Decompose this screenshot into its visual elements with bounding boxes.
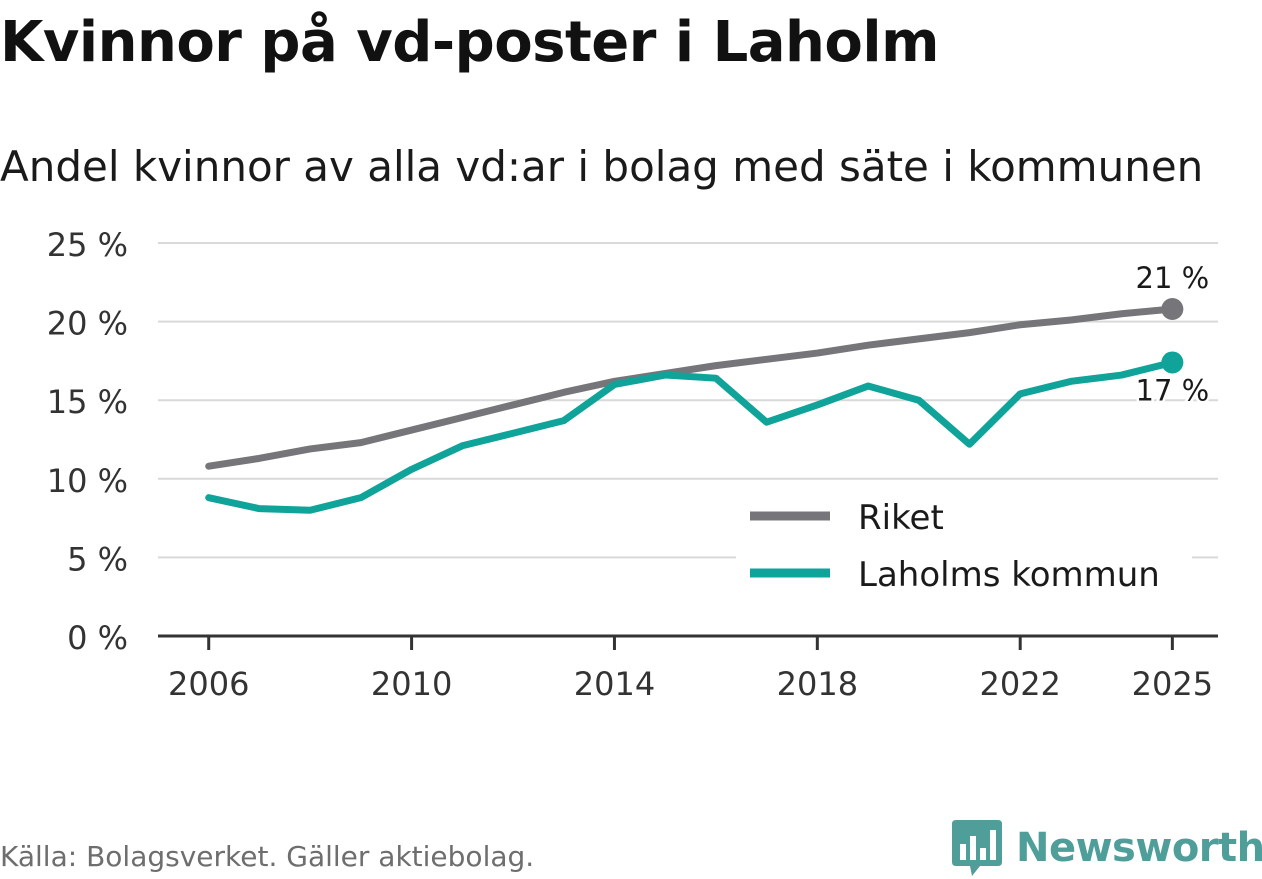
y-tick-label-25: 25 % (47, 226, 128, 264)
series-end-marker-laholm (1161, 351, 1184, 374)
y-tick-label-5: 5 % (67, 540, 128, 578)
x-tick-label-2025: 2025 (1132, 665, 1213, 703)
brand-name: Newsworthy (1016, 825, 1262, 871)
x-tick-label-2018: 2018 (777, 665, 858, 703)
x-tick-label-2010: 2010 (371, 665, 452, 703)
legend-label-riket: Riket (858, 498, 944, 538)
series-line-laholm (205, 358, 1176, 514)
chart-title: Kvinnor på vd-poster i Laholm (0, 10, 939, 75)
y-tick-label-20: 20 % (47, 305, 128, 343)
y-tick-label-10: 10 % (47, 462, 128, 500)
newsworthy-logo-icon (952, 820, 1002, 876)
series-end-label-laholm: 17 % (1136, 373, 1210, 407)
y-tick-label-15: 15 % (47, 383, 128, 421)
series-end-marker-riket (1161, 298, 1184, 321)
brand-logo: Newsworthy (950, 818, 1262, 878)
x-tick-label-2014: 2014 (574, 665, 655, 703)
series-end-label-riket: 21 % (1136, 261, 1210, 295)
series-line-riket (205, 305, 1176, 470)
source-note: Källa: Bolagsverket. Gäller aktiebolag. (0, 840, 535, 873)
legend-box (736, 490, 1192, 600)
chart-subtitle: Andel kvinnor av alla vd:ar i bolag med … (0, 142, 1204, 191)
x-tick-label-2006: 2006 (168, 665, 249, 703)
legend-label-laholm: Laholms kommun (858, 555, 1160, 595)
y-tick-label-0: 0 % (67, 619, 128, 657)
x-tick-label-2022: 2022 (979, 665, 1060, 703)
